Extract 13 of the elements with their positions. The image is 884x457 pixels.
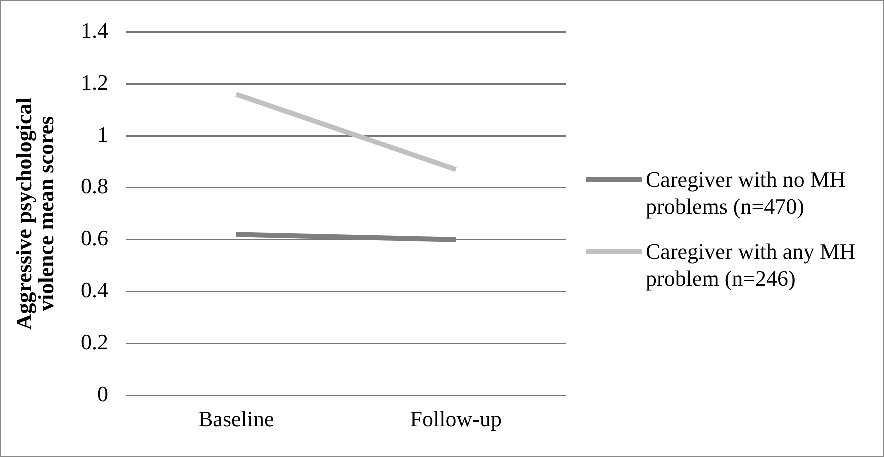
x-tick-label: Baseline — [198, 406, 274, 432]
y-tick-label: 1.4 — [81, 18, 108, 43]
legend-label: Caregiver with no MH problems (n=470) — [646, 166, 847, 220]
y-axis-title: Aggressive psychological violence mean scores — [12, 98, 59, 330]
legend-label: Caregiver with any MH problem (n=246) — [646, 238, 857, 292]
y-tick-label: 0.2 — [81, 329, 108, 354]
y-tick-label: 1 — [98, 122, 108, 147]
y-tick-label: 0.4 — [81, 278, 108, 303]
x-tick-label: Follow-up — [410, 406, 502, 432]
y-tick-label: 0.6 — [81, 226, 108, 251]
y-tick-label: 0.8 — [81, 174, 108, 199]
y-tick-label: 0 — [98, 381, 108, 406]
y-tick-label: 1.2 — [81, 70, 108, 95]
